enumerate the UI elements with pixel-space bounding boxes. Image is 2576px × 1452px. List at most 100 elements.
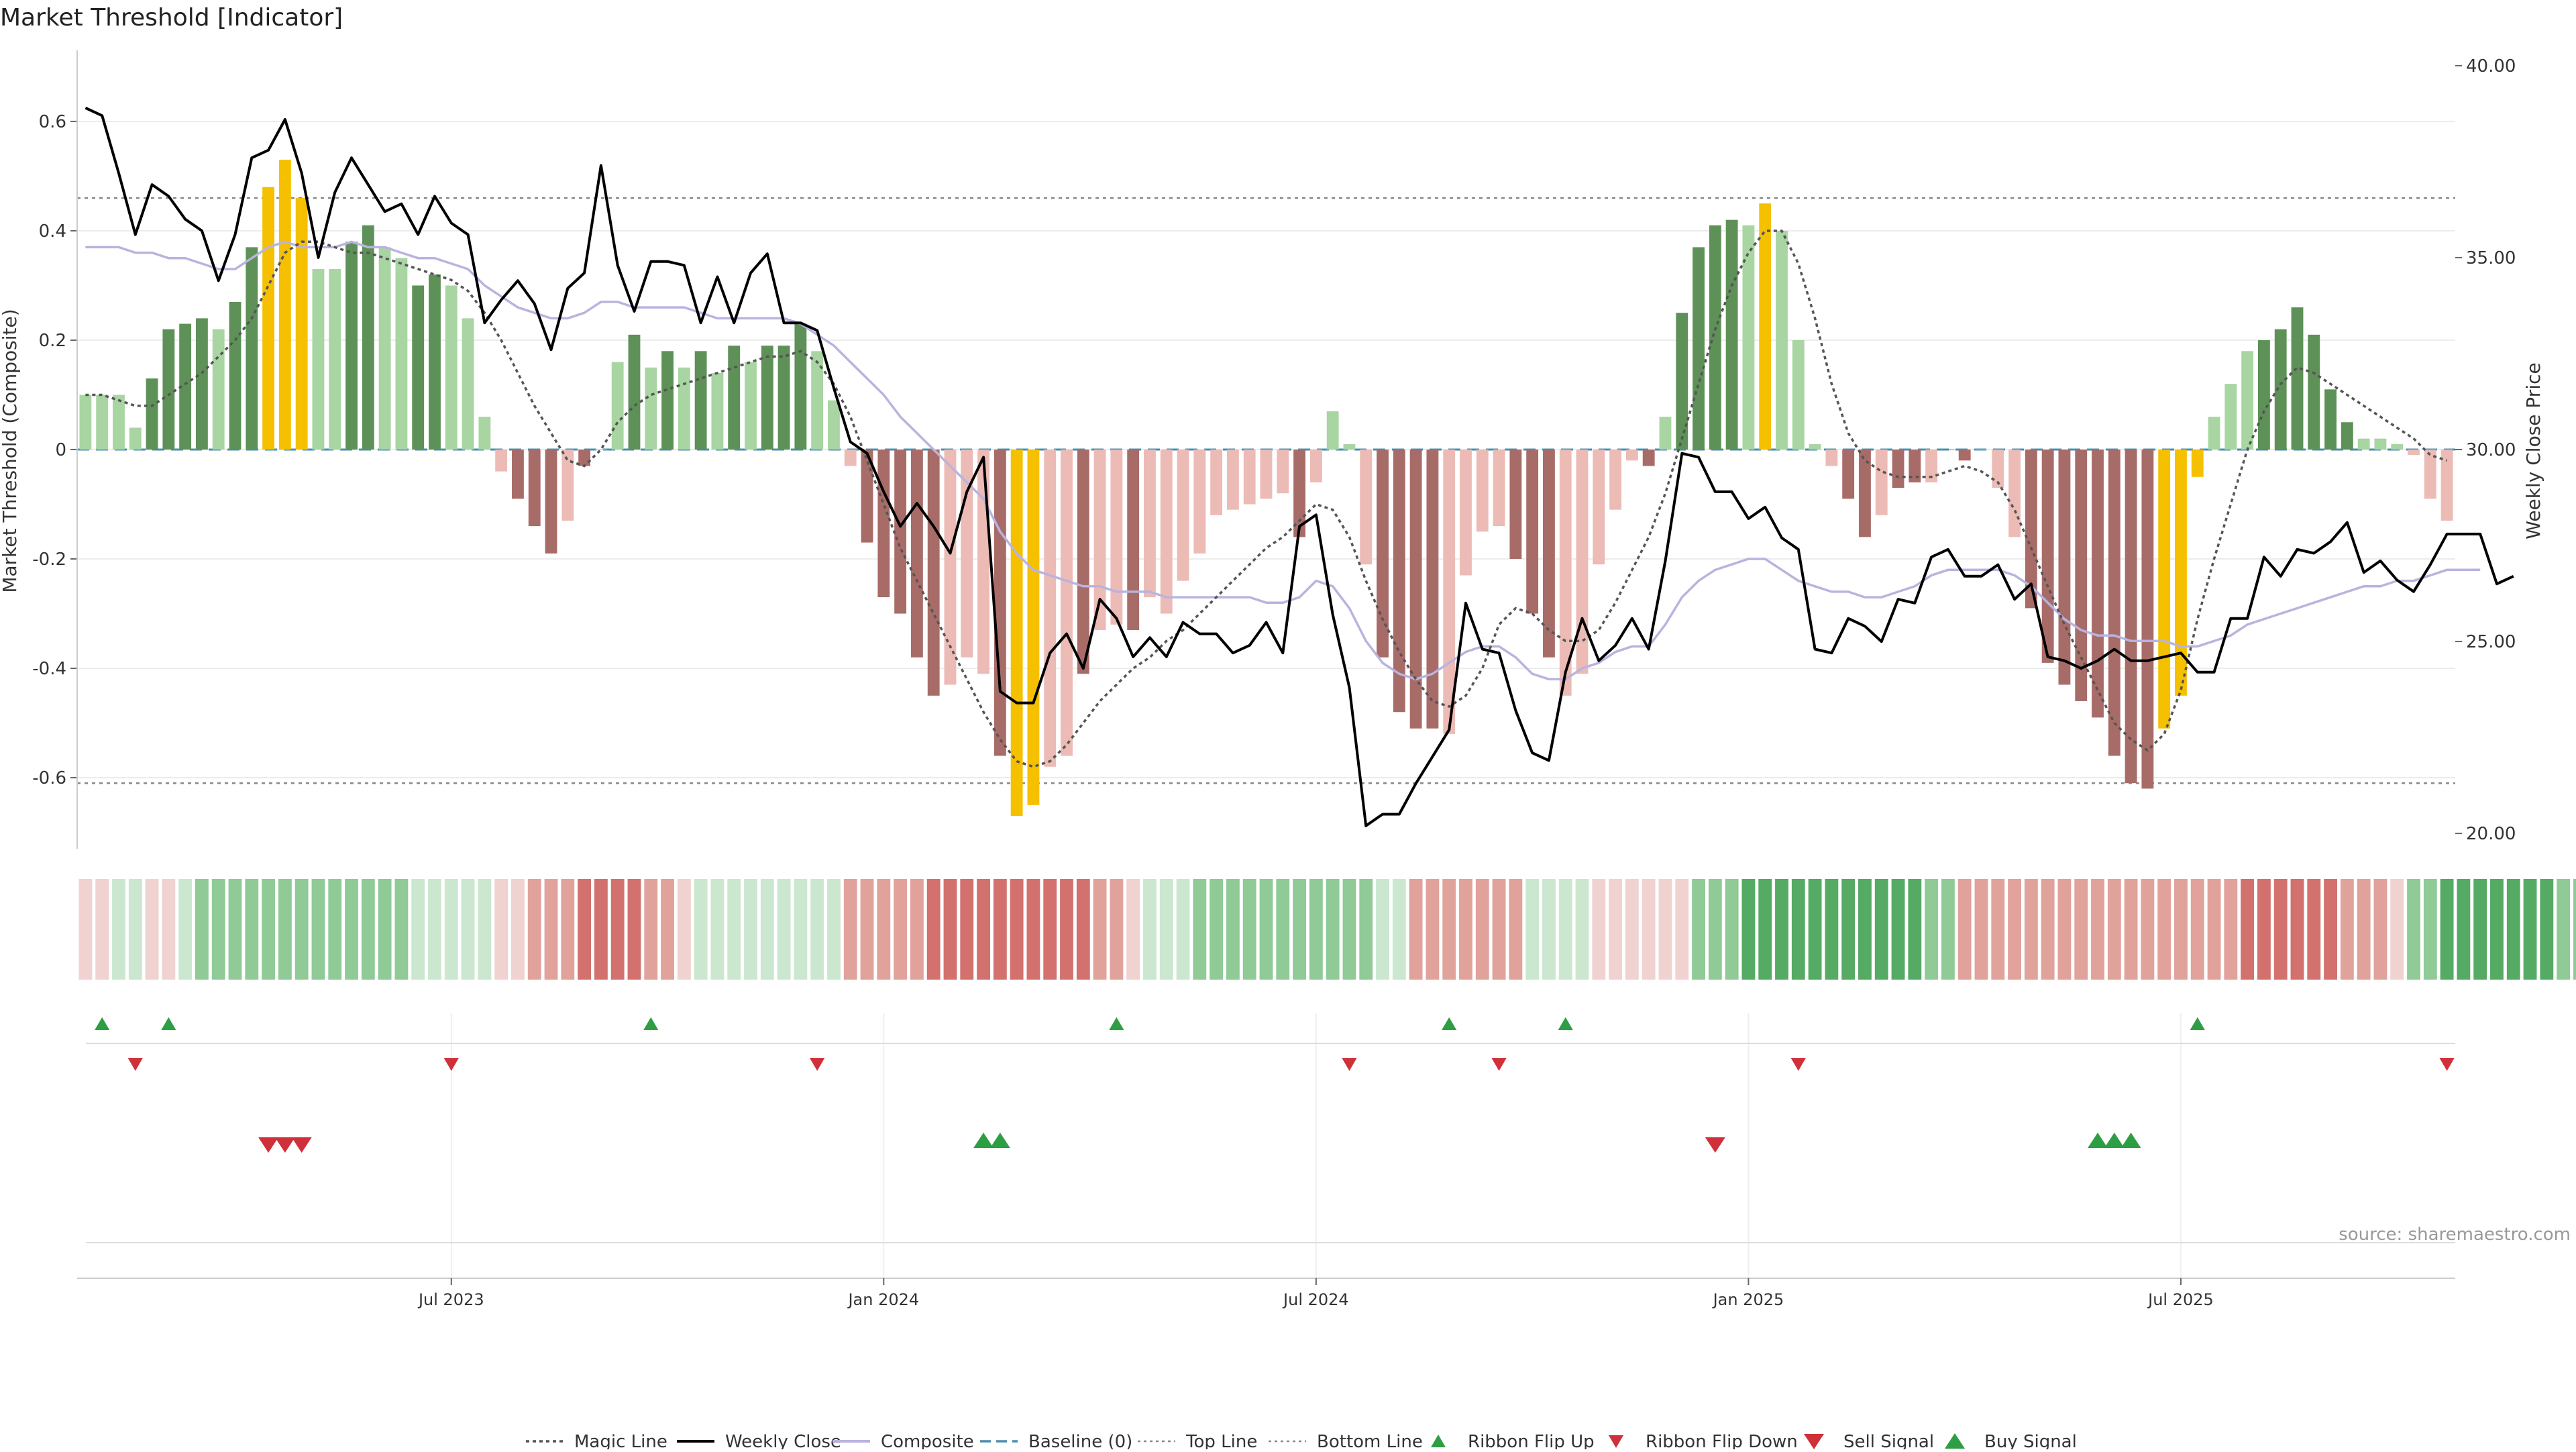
y-tick-label-left: -0.4: [32, 659, 66, 679]
threshold-bar: [1127, 450, 1140, 630]
ribbon-cell: [2440, 879, 2454, 980]
threshold-bar: [1593, 450, 1605, 565]
ribbon-cell: [810, 879, 824, 980]
ribbon-cell: [411, 879, 425, 980]
ribbon-cell: [2057, 879, 2072, 980]
ribbon-cell: [1558, 879, 1572, 980]
threshold-bar: [927, 450, 940, 696]
ribbon-cell: [744, 879, 757, 980]
ribbon-cell: [1642, 879, 1656, 980]
threshold-bar: [362, 225, 374, 450]
threshold-bar: [628, 334, 641, 450]
ribbon-cell: [594, 879, 608, 980]
legend-item: Baseline (0): [980, 1432, 1132, 1452]
x-tick-label: Jan 2025: [1712, 1290, 1784, 1309]
threshold-bar: [1277, 450, 1289, 494]
ribbon-cell: [128, 879, 142, 980]
ribbon-flip-up-marker: [1558, 1017, 1573, 1030]
ribbon-flip-down-marker: [1491, 1058, 1507, 1071]
threshold-bar: [2224, 384, 2237, 450]
ribbon-cell: [2573, 879, 2576, 980]
ribbon-cell: [478, 879, 492, 980]
ribbon-cell: [1957, 879, 1972, 980]
ribbon-cell: [1126, 879, 1140, 980]
legend-item: Composite: [833, 1432, 974, 1452]
ribbon-flip-up-marker: [1442, 1017, 1457, 1030]
threshold-bar: [645, 367, 657, 450]
chart-title: Market Threshold [Indicator]: [0, 4, 343, 32]
threshold-bar: [478, 417, 491, 450]
ribbon-flip-down-marker: [127, 1058, 143, 1071]
ribbon-cell: [394, 879, 409, 980]
composite-line: [85, 240, 2481, 681]
legend-label: Ribbon Flip Down: [1646, 1432, 1798, 1449]
x-tick-label: Jul 2025: [2147, 1290, 2214, 1309]
threshold-bar: [196, 318, 208, 450]
ribbon-cell: [1874, 879, 1888, 980]
threshold-bar: [129, 427, 142, 450]
threshold-bar: [2041, 450, 2054, 663]
ribbon-cell: [228, 879, 242, 980]
y-tick-label-left: -0.2: [32, 550, 66, 570]
legend-label: Composite: [881, 1432, 974, 1449]
legend-label: Top Line: [1185, 1432, 1257, 1449]
weekly-close-line: [85, 106, 2514, 827]
threshold-bar: [2374, 438, 2387, 450]
threshold-bars: [79, 160, 2453, 817]
ribbon-cell: [1925, 879, 1939, 980]
x-axis: Jul 2023 Jan 2024 Jul 2024 Jan 2025 Jul 2025: [77, 1278, 2455, 1309]
ribbon-cell: [461, 879, 475, 980]
ribbon-cell: [1426, 879, 1440, 980]
threshold-bar: [528, 450, 541, 527]
ribbon-cell: [527, 879, 541, 980]
ribbon-cell: [2124, 879, 2138, 980]
sell-signal-marker: [1705, 1137, 1725, 1153]
threshold-bar: [1343, 444, 1356, 450]
ribbon-cell: [644, 879, 658, 980]
threshold-bar: [2241, 351, 2254, 450]
ribbon-cell: [1592, 879, 1606, 980]
threshold-bar: [1625, 450, 1638, 461]
ribbon-cell: [960, 879, 974, 980]
threshold-bar: [1393, 450, 1405, 713]
threshold-bar: [179, 323, 192, 450]
threshold-bar: [295, 198, 308, 450]
ribbon-flip-down-marker: [443, 1058, 459, 1071]
ribbon-cell: [511, 879, 525, 980]
ribbon-cell: [1293, 879, 1306, 980]
ribbon-cell: [311, 879, 325, 980]
ribbon-cell: [2141, 879, 2155, 980]
ribbon-cell: [993, 879, 1007, 980]
ribbon-cell: [1259, 879, 1273, 980]
legend-item: Ribbon Flip Down: [1609, 1432, 1798, 1452]
ribbon-flip-down-marker: [2439, 1058, 2455, 1071]
threshold-bar: [2257, 340, 2270, 450]
threshold-bar: [1226, 450, 1239, 510]
threshold-bar: [2391, 444, 2404, 450]
threshold-bar: [794, 323, 807, 450]
threshold-bar: [146, 378, 158, 450]
threshold-bar: [429, 274, 441, 450]
ribbon-cell: [444, 879, 458, 980]
ribbon-cell: [1492, 879, 1506, 980]
ribbon-cell: [1076, 879, 1090, 980]
ribbon-cell: [1725, 879, 1739, 980]
ribbon-cell: [1342, 879, 1356, 980]
ribbon-cell: [1858, 879, 1872, 980]
threshold-bar: [378, 247, 391, 450]
y-tick-label-right: 35.00: [2466, 248, 2516, 268]
threshold-bar: [1742, 225, 1755, 450]
ribbon-cell: [843, 879, 857, 980]
ribbon-cell: [1159, 879, 1173, 980]
threshold-bar: [2008, 450, 2021, 537]
ribbon-cell: [1176, 879, 1190, 980]
ribbon-cell: [178, 879, 193, 980]
legend-item: Bottom Line: [1269, 1432, 1423, 1452]
ribbon-flip-up-marker: [1109, 1017, 1124, 1030]
ribbon-cell: [2373, 879, 2387, 980]
threshold-bar: [1077, 450, 1089, 674]
threshold-bar: [977, 450, 989, 674]
ribbon-cell: [661, 879, 674, 980]
